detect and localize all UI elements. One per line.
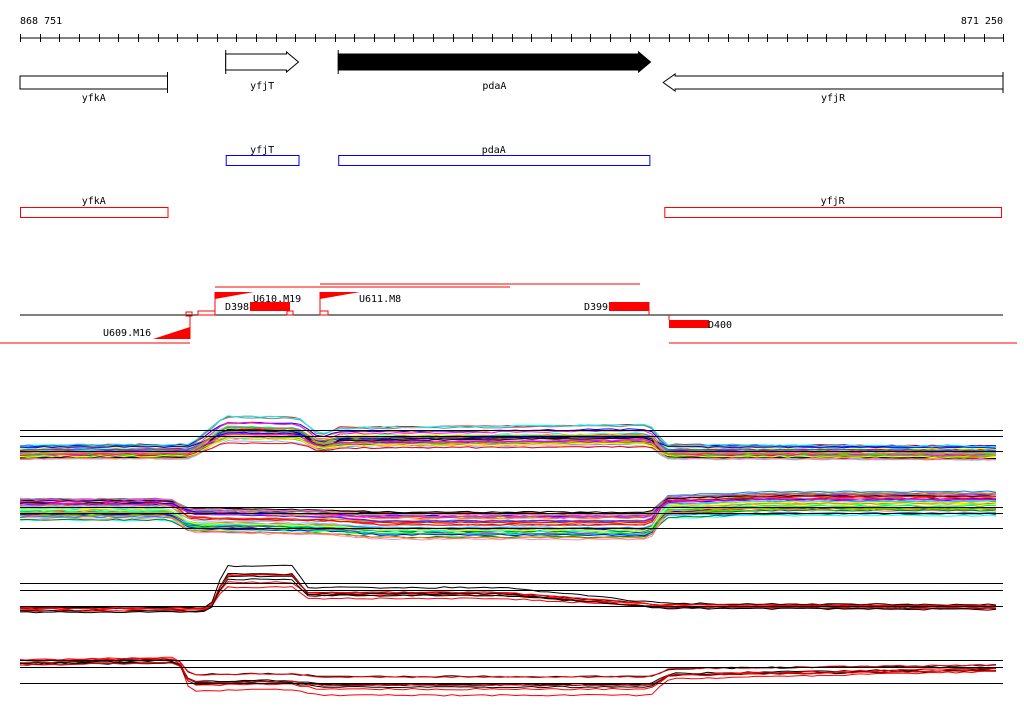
gene-arrow[interactable] — [19, 75, 169, 90]
region-yfkA[interactable] — [20, 207, 169, 218]
expression-series — [19, 431, 997, 449]
u609-label: U609.M16 — [103, 328, 151, 339]
expression-track-2 — [19, 490, 1003, 541]
gene-label: pdaA — [482, 81, 506, 92]
end-coordinate: 871 250 — [961, 16, 1003, 27]
region-label: pdaA — [482, 145, 506, 156]
expression-series — [19, 415, 997, 448]
expression-track-1 — [19, 415, 1003, 461]
expression-series — [19, 508, 997, 535]
expression-series — [19, 662, 997, 687]
expression-series — [19, 578, 997, 612]
expression-track-3 — [19, 564, 1003, 614]
region-yfjT[interactable] — [225, 155, 300, 166]
region-label: yfjR — [821, 196, 846, 207]
forward-strand-track: yfjT pdaA — [225, 145, 651, 166]
expression-series — [19, 495, 997, 526]
gene-pdaA[interactable]: pdaA — [337, 50, 652, 92]
promoter-u609-marker[interactable] — [153, 327, 190, 339]
expression-series — [19, 507, 997, 539]
gene-arrow[interactable] — [662, 73, 1004, 92]
region-yfjR[interactable] — [664, 207, 1003, 218]
d398-label: D398 — [225, 302, 249, 313]
reverse-strand-track: yfkA yfjR — [20, 196, 1003, 218]
gene-yfjR[interactable]: yfjR — [662, 72, 1004, 104]
region-label: yfjT — [250, 145, 274, 156]
gene-yfkA[interactable]: yfkA — [19, 72, 169, 104]
gene-label: yfjT — [250, 81, 274, 92]
expression-series — [19, 425, 997, 458]
d399-label: D399 — [584, 302, 608, 313]
gene-track: yfkA yfjT pdaA yfjR — [19, 50, 1004, 104]
region-label: yfkA — [82, 196, 106, 207]
expression-series — [19, 574, 997, 610]
site-box — [286, 310, 294, 316]
expression-series — [20, 572, 997, 614]
site-box — [197, 310, 216, 316]
expression-series — [19, 415, 997, 448]
regulatory-feature-track: U609.M16 U610.M19 D398 U611.M8 D399 D400 — [0, 283, 1017, 344]
promoter-u610-marker[interactable] — [215, 292, 254, 299]
gene-label: yfkA — [82, 93, 106, 104]
terminator-d398-marker[interactable] — [250, 302, 290, 311]
expression-profiles — [19, 415, 1003, 697]
gene-label: yfjR — [821, 93, 846, 104]
promoter-u611-marker[interactable] — [320, 292, 360, 299]
start-coordinate: 868 751 — [20, 16, 62, 27]
gene-arrow[interactable] — [225, 50, 300, 74]
expression-series — [19, 657, 997, 679]
expression-series — [19, 564, 997, 609]
site-box — [319, 310, 329, 316]
expression-series — [19, 492, 997, 518]
expression-series — [19, 437, 997, 461]
d400-label: D400 — [708, 320, 732, 331]
expression-series — [19, 498, 997, 518]
terminator-d399-marker[interactable] — [609, 302, 649, 311]
expression-series — [19, 661, 997, 687]
expression-series — [19, 501, 997, 532]
expression-series — [19, 436, 997, 459]
expression-series — [19, 428, 997, 460]
gene-yfjT[interactable]: yfjT — [225, 50, 300, 92]
expression-track-4 — [19, 656, 1003, 697]
region-pdaA[interactable] — [338, 155, 651, 166]
u610-label: U610.M19 — [253, 294, 301, 305]
terminator-d400-marker[interactable] — [669, 320, 709, 328]
site-box — [185, 311, 193, 317]
position-ruler — [20, 34, 1004, 42]
u611-label: U611.M8 — [359, 294, 401, 305]
expression-series — [19, 433, 997, 456]
gene-arrow[interactable] — [337, 50, 652, 74]
